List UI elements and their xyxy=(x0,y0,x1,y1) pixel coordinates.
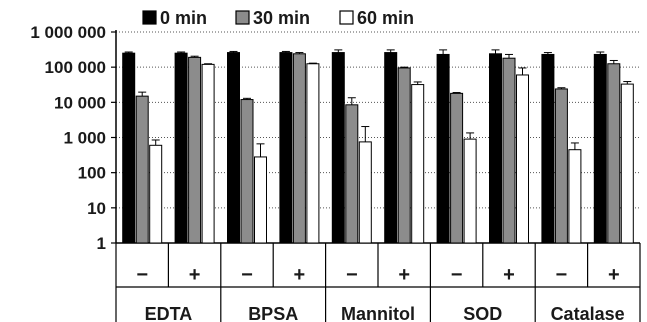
bar xyxy=(450,92,464,244)
bar xyxy=(331,52,345,244)
category-label: + xyxy=(503,264,515,286)
group-label: Mannitol xyxy=(341,304,415,322)
category-label: − xyxy=(241,264,253,286)
bars xyxy=(122,49,634,244)
category-label: + xyxy=(608,264,620,286)
bar xyxy=(254,156,267,244)
bar xyxy=(240,99,254,244)
bar xyxy=(607,63,621,244)
bar xyxy=(411,84,425,244)
bar xyxy=(358,141,372,244)
bar xyxy=(397,67,411,244)
y-tick-label: 10 000 xyxy=(54,93,106,112)
bar xyxy=(188,56,202,244)
bar xyxy=(620,83,634,244)
y-tick-label: 1 000 000 xyxy=(30,23,106,42)
bar xyxy=(122,52,136,244)
legend-swatch xyxy=(339,10,354,25)
y-tick-label: 100 000 xyxy=(45,58,106,77)
bar xyxy=(292,53,306,244)
bar xyxy=(568,149,582,244)
bar xyxy=(541,53,555,244)
bar xyxy=(306,63,320,244)
bar xyxy=(489,53,502,244)
bar xyxy=(345,104,359,244)
bar xyxy=(279,52,293,244)
bar xyxy=(436,53,450,244)
bar xyxy=(554,88,568,244)
y-tick-label: 1 000 xyxy=(63,129,106,148)
category-label: + xyxy=(398,264,410,286)
legend-label: 30 min xyxy=(253,8,310,28)
bar xyxy=(502,57,516,244)
category-label: + xyxy=(189,264,201,286)
category-table: − + − + − + − + − + EDTA BPSA Mannitol SOD Catalase xyxy=(115,243,641,322)
bar xyxy=(201,63,215,244)
y-tick-label: 100 xyxy=(78,164,106,183)
category-label: − xyxy=(136,264,148,286)
y-tick-label: 1 xyxy=(97,234,106,253)
category-label: − xyxy=(556,264,568,286)
bar xyxy=(384,52,398,244)
bar xyxy=(227,52,240,244)
legend: 0 min 30 min 60 min xyxy=(142,8,414,28)
group-label: EDTA xyxy=(145,304,193,322)
legend-swatch xyxy=(142,10,157,25)
bar xyxy=(149,144,163,244)
y-tick-label: 10 xyxy=(87,199,106,218)
category-label: + xyxy=(294,264,306,286)
category-label: − xyxy=(346,264,358,286)
bar xyxy=(516,74,529,244)
bar xyxy=(135,95,149,244)
bar xyxy=(174,52,188,244)
bar xyxy=(593,53,607,244)
group-label: BPSA xyxy=(248,304,298,322)
category-label: − xyxy=(451,264,463,286)
legend-label: 60 min xyxy=(357,8,414,28)
bar xyxy=(463,138,477,244)
legend-swatch xyxy=(235,10,250,25)
group-label: Catalase xyxy=(551,304,625,322)
group-label: SOD xyxy=(463,304,502,322)
legend-label: 0 min xyxy=(160,8,207,28)
